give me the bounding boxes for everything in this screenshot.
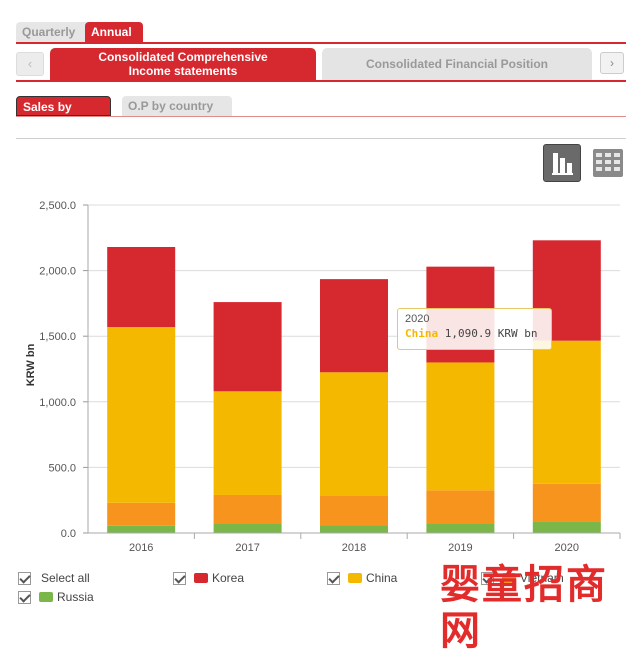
legend-label-china: China	[366, 571, 398, 585]
bar-vietnam-2019[interactable]	[426, 490, 495, 524]
chart-tooltip: 2020 China 1,090.9 KRW bn	[397, 308, 552, 350]
chevron-right-icon: ›	[610, 56, 614, 70]
checkbox-russia[interactable]	[18, 590, 31, 604]
tab-financial-position[interactable]: Consolidated Financial Position	[322, 48, 592, 80]
bar-china-2016[interactable]	[107, 327, 176, 503]
section-divider	[16, 138, 626, 139]
y-tick-label: 500.0	[48, 462, 76, 474]
bar-korea-2017[interactable]	[213, 302, 282, 392]
legend-label-vietnam: Vietnam	[520, 571, 564, 585]
statement-tabs: ‹ Consolidated Comprehensive Income stat…	[16, 48, 626, 80]
tab-op-by-country[interactable]: O.P by country	[122, 96, 232, 116]
legend-swatch-vietnam	[502, 573, 516, 583]
bar-russia-2018[interactable]	[320, 525, 388, 533]
bar-china-2020[interactable]	[532, 340, 601, 484]
prev-arrow-button[interactable]: ‹	[16, 52, 44, 76]
tab-financial-position-label: Consolidated Financial Position	[365, 57, 548, 71]
tooltip-series: China	[405, 327, 439, 340]
chart-view-button[interactable]	[543, 144, 581, 182]
bar-chart-icon	[552, 153, 573, 175]
y-tick-label: 0.0	[61, 528, 76, 540]
legend-swatch-korea	[194, 573, 208, 583]
watermark-logo: 婴童招商网	[440, 562, 608, 654]
y-tick-label: 2,000.0	[39, 266, 76, 278]
bar-korea-2016[interactable]	[107, 246, 176, 328]
bar-china-2018[interactable]	[320, 372, 388, 496]
legend-swatch-russia	[39, 592, 53, 602]
legend-label-korea: Korea	[212, 571, 245, 585]
x-tick-label: 2018	[342, 542, 366, 554]
legend-item-china[interactable]: China	[327, 569, 397, 587]
bar-vietnam-2017[interactable]	[213, 494, 282, 524]
tab-quarterly[interactable]: Quarterly	[16, 22, 90, 42]
x-tick-label: 2019	[448, 542, 472, 554]
legend-label-russia: Russia	[57, 590, 94, 604]
y-tick-label: 1,500.0	[39, 331, 76, 343]
bar-vietnam-2016[interactable]	[107, 502, 176, 526]
legend-item-korea[interactable]: Korea	[173, 569, 244, 587]
y-axis-label: KRW bn	[25, 343, 37, 386]
checkbox-korea[interactable]	[173, 571, 186, 585]
y-tick-label: 1,000.0	[39, 397, 76, 409]
tooltip-value: 1,090.9 KRW bn	[444, 327, 538, 340]
x-tick-label: 2016	[129, 542, 153, 554]
x-tick-label: 2017	[235, 542, 259, 554]
bar-china-2019[interactable]	[426, 362, 495, 491]
checkbox-select-all[interactable]	[18, 571, 31, 585]
legend-item-russia[interactable]: Russia	[18, 588, 94, 606]
legend-select-all[interactable]: Select all	[18, 569, 90, 587]
tooltip-year: 2020	[405, 313, 430, 325]
x-tick-label: 2020	[555, 542, 579, 554]
sub-tabs-divider	[16, 116, 626, 117]
chevron-left-icon: ‹	[27, 56, 33, 71]
statement-tabs-divider	[16, 80, 626, 82]
bar-russia-2020[interactable]	[532, 521, 601, 533]
tab-income-statements-label: Consolidated Comprehensive Income statem…	[98, 50, 268, 78]
legend-select-all-label: Select all	[41, 571, 90, 585]
grid-table-icon	[593, 149, 623, 177]
table-view-button[interactable]	[592, 148, 624, 178]
next-arrow-button[interactable]: ›	[600, 52, 624, 74]
period-tabs-divider	[16, 42, 626, 44]
legend-swatch-china	[348, 573, 362, 583]
chart-legend: Select all Korea China Vietnam Russia	[18, 567, 628, 611]
bar-vietnam-2018[interactable]	[320, 495, 388, 526]
checkbox-vietnam[interactable]	[481, 571, 494, 585]
y-tick-label: 2,500.0	[39, 200, 76, 212]
legend-item-vietnam[interactable]: Vietnam	[481, 569, 564, 587]
tab-income-statements[interactable]: Consolidated Comprehensive Income statem…	[50, 48, 316, 80]
bar-russia-2017[interactable]	[213, 523, 282, 533]
bar-korea-2018[interactable]	[320, 279, 388, 373]
bar-china-2017[interactable]	[213, 391, 282, 495]
tab-annual[interactable]: Annual	[85, 22, 143, 42]
tab-sales-by-country[interactable]: Sales by country	[16, 96, 111, 134]
checkbox-china[interactable]	[327, 571, 340, 585]
bar-russia-2019[interactable]	[426, 523, 495, 533]
bar-russia-2016[interactable]	[107, 525, 176, 533]
bar-vietnam-2020[interactable]	[532, 483, 601, 522]
